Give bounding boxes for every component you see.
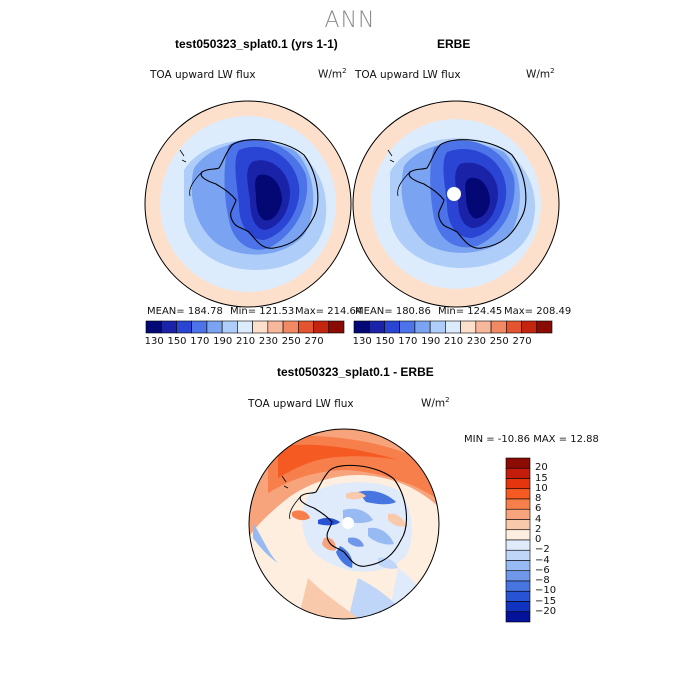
diff-colorbar-tick-label: 0 <box>535 534 542 545</box>
panel1-map <box>144 100 352 308</box>
colorbar-swatch <box>313 320 330 334</box>
colorbar-tick-label: 230 <box>258 336 278 347</box>
colorbar-swatch <box>506 320 522 334</box>
colorbar-swatch <box>353 320 370 334</box>
colorbar-swatch <box>536 320 553 334</box>
diff-colorbar-tick-label: 6 <box>535 503 542 515</box>
colorbar-tick-label: 170 <box>398 336 418 347</box>
colorbar-swatch <box>460 320 477 334</box>
colorbar-swatch <box>475 320 492 334</box>
colorbar-tick-label: 270 <box>304 336 324 347</box>
diff-colorbar-swatch <box>505 457 531 469</box>
colorbar-tick-label: 150 <box>167 336 187 347</box>
colorbar-swatch <box>221 320 238 334</box>
colorbar-swatch <box>160 320 177 334</box>
colorbar-swatch <box>191 320 208 334</box>
main-title: ANN <box>324 8 376 33</box>
panel1-units: W/m2 <box>318 67 347 81</box>
panel2-units: W/m2 <box>526 67 555 81</box>
panel2-mean: MEAN= 180.86 <box>355 306 431 317</box>
panel2-heading: ERBE <box>437 37 471 51</box>
colorbar-tick-label: 230 <box>466 336 486 347</box>
diff-colorbar-swatch <box>505 611 531 623</box>
colorbar-tick-label: 270 <box>512 336 532 347</box>
diff-colorbar-swatch <box>505 529 531 541</box>
colorbar-tick-label: 210 <box>444 336 464 347</box>
diff-colorbar-tick-label: 2 <box>535 523 542 535</box>
panel1-heading: test050323_splat0.1 (yrs 1-1) <box>175 37 338 51</box>
panel2-colorbar <box>353 320 553 334</box>
diff-colorbar-swatch <box>505 508 531 520</box>
diff-colorbar-swatch <box>505 478 531 490</box>
colorbar-tick-label: 250 <box>281 336 301 347</box>
colorbar-tick-label: 130 <box>352 336 372 347</box>
colorbar-swatch <box>414 320 431 334</box>
colorbar-swatch <box>252 320 269 334</box>
panel2-max: Max= 208.49 <box>504 306 572 317</box>
colorbar-tick-label: 150 <box>375 336 395 347</box>
diff-colorbar-tick-label: −8 <box>535 575 550 586</box>
diff-colorbar-swatch <box>505 539 531 551</box>
diff-colorbar-swatch <box>505 560 531 572</box>
diff-colorbar-tick-label: 4 <box>535 513 542 525</box>
colorbar-tick-label: 190 <box>421 336 441 347</box>
colorbar-tick-label: 210 <box>236 336 256 347</box>
diff-colorbar-tick-label: −2 <box>535 544 550 556</box>
colorbar-swatch <box>429 320 446 334</box>
panel1-min: Min= 121.53 <box>230 306 295 317</box>
panel2-variable: TOA upward LW flux <box>355 69 461 81</box>
colorbar-swatch <box>384 320 400 334</box>
diff-colorbar-swatch <box>505 580 531 592</box>
diff-colorbar-tick-label: 8 <box>535 493 542 504</box>
diff-heading: test050323_splat0.1 - ERBE <box>277 365 434 379</box>
panel1-mean: MEAN= 184.78 <box>147 306 223 317</box>
colorbar-tick-label: 170 <box>190 336 210 347</box>
diff-variable: TOA upward LW flux <box>248 398 354 410</box>
colorbar-swatch <box>445 320 461 334</box>
diff-colorbar-tick-label: −10 <box>535 585 557 597</box>
diff-colorbar-swatch <box>505 467 531 479</box>
diff-colorbar-tick-label: 20 <box>535 462 548 474</box>
colorbar-swatch <box>521 320 538 334</box>
colorbar-tick-label: 130 <box>144 336 164 347</box>
colorbar-swatch <box>298 320 314 334</box>
colorbar-swatch <box>490 320 507 334</box>
diff-colorbar-tick-label: −15 <box>535 595 557 607</box>
diff-colorbar-swatch <box>505 570 531 582</box>
diff-colorbar-swatch <box>505 601 531 613</box>
diff-colorbar-swatch <box>505 498 531 510</box>
colorbar-swatch <box>368 320 385 334</box>
colorbar-swatch <box>145 320 162 334</box>
diff-colorbar-swatch <box>505 590 531 602</box>
panel1-max: Max= 214.64 <box>295 306 363 317</box>
panel2-map <box>352 100 560 308</box>
diff-colorbar-tick-label: −6 <box>535 564 550 576</box>
diff-colorbar-swatch <box>505 519 531 531</box>
colorbar-swatch <box>267 320 284 334</box>
panel2-min: Min= 124.45 <box>438 306 503 317</box>
colorbar-swatch <box>282 320 299 334</box>
diff-colorbar <box>505 457 531 623</box>
colorbar-tick-label: 190 <box>213 336 233 347</box>
diff-colorbar-swatch <box>505 549 531 561</box>
diff-minmax: MIN = -10.86 MAX = 12.88 <box>464 434 599 445</box>
panel1-variable: TOA upward LW flux <box>150 69 256 81</box>
colorbar-swatch <box>399 320 416 334</box>
colorbar-tick-label: 250 <box>489 336 509 347</box>
diff-colorbar-tick-label: −20 <box>535 605 557 617</box>
colorbar-swatch <box>328 320 345 334</box>
diff-map <box>248 428 440 620</box>
colorbar-swatch <box>176 320 192 334</box>
diff-colorbar-tick-label: −4 <box>535 554 550 566</box>
colorbar-swatch <box>206 320 223 334</box>
colorbar-swatch <box>237 320 253 334</box>
diff-units: W/m2 <box>421 396 450 410</box>
diff-colorbar-swatch <box>505 488 531 500</box>
panel1-colorbar <box>145 320 345 334</box>
diff-colorbar-tick-label: 15 <box>535 472 548 484</box>
diff-colorbar-tick-label: 10 <box>535 482 548 494</box>
